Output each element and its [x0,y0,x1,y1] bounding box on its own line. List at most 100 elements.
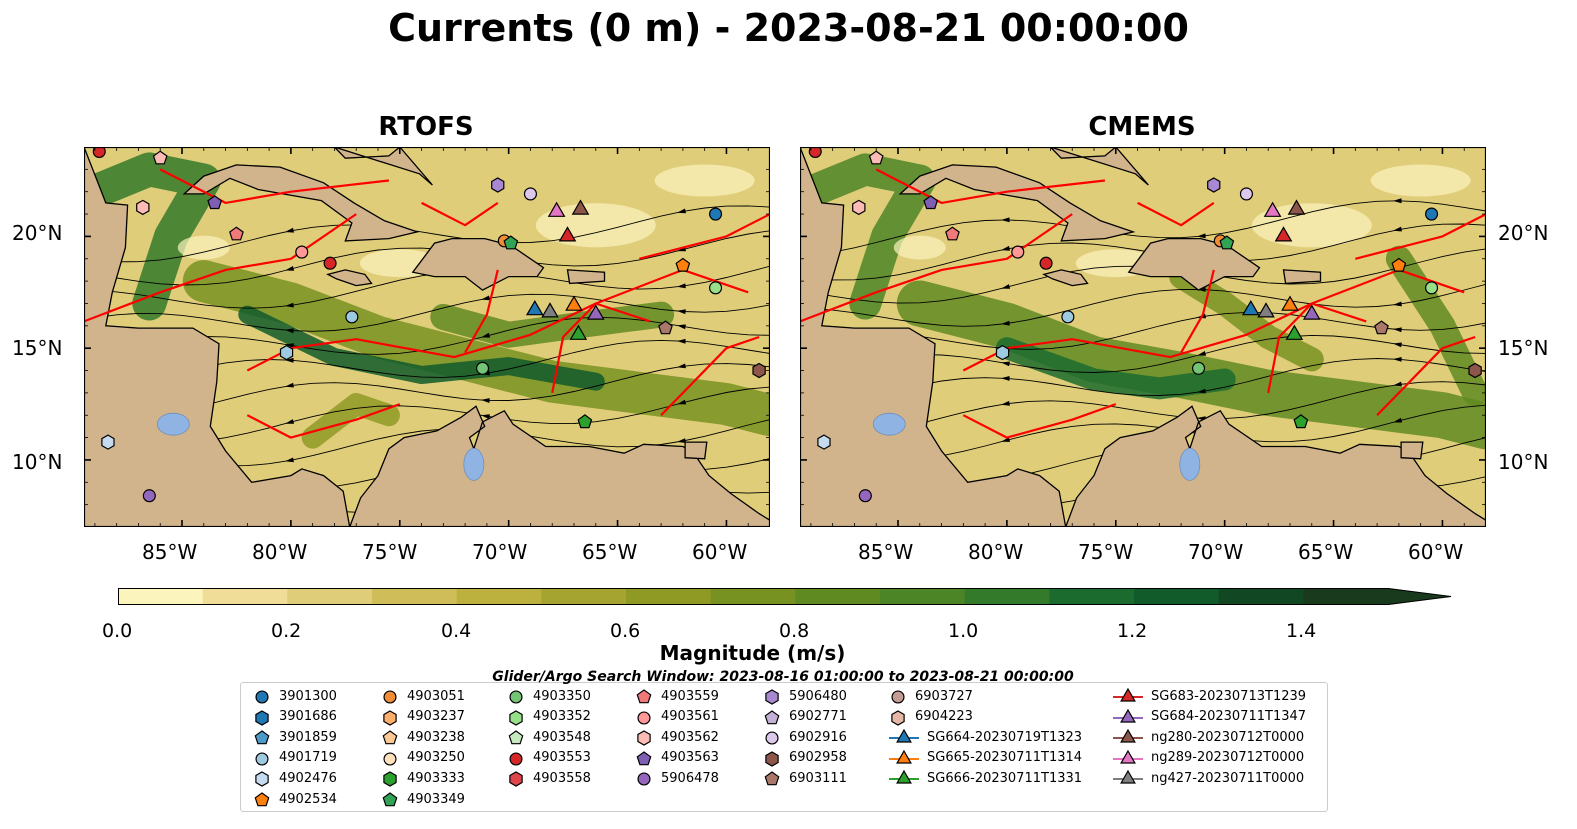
cmems-streamline-arrow [1393,342,1402,348]
rtofs-streamline-arrow [285,266,295,271]
legend-marker-triangle-icon [1113,708,1143,723]
legend-marker-triangle-icon [1113,728,1143,743]
rtofs-streamline-arrow [285,343,294,349]
legend-marker-hexagon [765,689,779,705]
rtofs-calm-patch [654,164,755,197]
legend-entry: 4903548 [507,728,591,746]
legend-marker-pentagon-icon [254,730,270,745]
legend-marker-hexagon [255,771,269,788]
colorbar-segment [372,588,458,605]
legend-entry: SG664-20230719T1323 [889,728,1082,746]
magnitude-colorbar [118,588,1452,605]
cmems-streamline-arrow [1392,198,1402,204]
legend-marker-circle-icon [509,690,523,704]
legend-marker-pentagon [508,730,524,745]
legend-marker-pentagon [636,689,652,704]
cmems-lon-label-60w: 60°W [1408,540,1464,564]
legend-entry: 4902476 [253,769,337,788]
legend-entry: SG665-20230711T1314 [889,749,1082,767]
cmems-streamline-arrow [1001,284,1011,289]
rtofs-lon-label-70w: 70°W [472,540,528,564]
rtofs-streamline-arrow [677,399,687,405]
legend-entry-label: SG666-20230711T1331 [927,770,1083,786]
legend-entry-label: 4903352 [533,709,591,725]
cmems-lake [872,412,906,436]
rtofs-platform-marker [752,362,766,379]
legend-entry-label: 4903553 [533,750,591,766]
cmems-lake [1179,448,1201,481]
colorbar-segment [1303,588,1451,605]
rtofs-streamline-arrow [676,309,686,315]
legend-entry-label: 4903238 [407,729,465,745]
rtofs-eez-boundary [639,213,770,260]
cmems-platform-marker [1287,199,1306,215]
rtofs-current-map [84,147,770,527]
legend-marker-hexagon-icon [255,709,269,726]
cmems-streamline-arrow [1393,381,1402,387]
legend-entry-label: SG683-20230713T1239 [1151,688,1307,704]
rtofs-streamline-arrow [285,457,294,463]
rtofs-streamline-arrow [284,302,294,308]
rtofs-streamline [94,293,770,332]
cmems-land-puerto-rico [1282,269,1322,285]
cmems-platform-marker [1281,295,1299,311]
legend-marker-hexagon [509,771,523,788]
legend-entry-label: 4903349 [407,791,465,807]
search-window-caption: Glider/Argo Search Window: 2023-08-16 01… [492,669,1074,685]
legend-marker-circle-icon [765,731,779,745]
legend-entry: 4903051 [381,687,465,705]
legend-marker-triangle [896,770,912,784]
lat-label-left-10n: 10°N [12,450,63,474]
rtofs-platform-marker [142,489,156,503]
rtofs-platform-marker [709,207,723,221]
rtofs-platform-marker [541,302,559,318]
legend-marker-hexagon-icon [383,771,397,788]
rtofs-eez-boundary [159,168,390,204]
legend-marker-hexagon-icon [637,730,651,746]
legend-marker-circle-icon [509,752,523,766]
legend-marker-circle-icon [255,752,269,766]
legend-marker-triangle [1120,687,1136,702]
cmems-platform-marker [1425,281,1439,295]
cmems-eez-boundary [962,403,1117,439]
legend-entry-label: SG684-20230711T1347 [1151,709,1307,725]
legend-entry: 4903237 [381,708,465,726]
colorbar-segment [795,588,881,605]
colorbar-segment [287,588,373,605]
legend-entry-label: 4902534 [279,791,337,807]
colorbar-segment [964,588,1050,605]
legend-marker-circle [765,731,779,745]
cmems-land-bahamas [1049,147,1149,186]
rtofs-platform-marker [491,177,505,193]
legend-entry: 6902958 [763,749,847,767]
rtofs-platform-marker [709,281,723,295]
colorbar-tick-3: 0.6 [610,620,641,642]
colorbar-segment [1134,588,1220,605]
legend-entry: 4903333 [381,769,465,788]
rtofs-platform-marker [229,226,244,241]
rtofs-lon-label-60w: 60°W [692,540,748,564]
legend-marker-pentagon [254,730,270,745]
rtofs-platform-marker [323,256,337,270]
legend-marker-hexagon-icon [255,771,269,788]
cmems-platform-marker [858,489,872,503]
legend-entry: 4902534 [253,790,337,808]
legend-entry: 4903352 [507,708,591,726]
cmems-eez-boundary [875,168,1106,204]
legend-entry-label: 4903559 [661,688,719,704]
rtofs-platform-marker [503,235,519,250]
rtofs-lake [463,448,485,481]
legend-marker-pentagon-icon [254,792,270,807]
legend-entry-label: 6903111 [789,770,847,786]
legend-marker-circle [891,690,905,704]
legend-entry: SG666-20230711T1331 [889,769,1082,787]
legend-marker-triangle-icon [889,770,919,784]
cmems-platform-marker [1374,320,1389,335]
lat-label-right-20n: 20°N [1498,221,1549,245]
page-title: Currents (0 m) - 2023-08-21 00:00:00 [388,6,1189,50]
cmems-platform-marker [1263,201,1282,217]
legend-entry: 4903350 [507,687,591,705]
legend-marker-circle [637,711,651,725]
cmems-platform-marker [1061,310,1075,324]
rtofs-lon-label-75w: 75°W [362,540,418,564]
